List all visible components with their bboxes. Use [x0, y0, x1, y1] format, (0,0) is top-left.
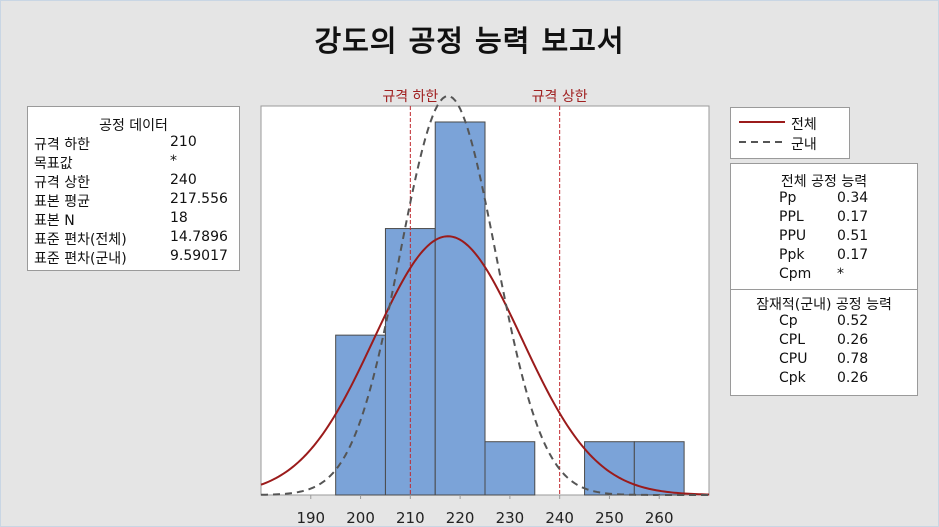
overall-capability-row: Pp 0.34 [731, 190, 917, 209]
process-data-label: 목표값 [34, 156, 73, 172]
x-tick-label: 260 [645, 509, 674, 527]
process-data-value: 210 [170, 134, 197, 150]
histogram-bar [434, 121, 486, 496]
process-data-row: 표본 평균 217.556 [28, 191, 239, 210]
process-data-row: 규격 하한 210 [28, 134, 239, 153]
overall-capability-value: * [837, 266, 844, 282]
overall-capability-label: Cpm [779, 266, 812, 282]
overall-capability-header: 전체 공정 능력 [780, 174, 868, 190]
process-data-label: 표본 평균 [34, 194, 90, 210]
overall-capability-row: Cpm * [731, 266, 917, 285]
process-data-value: * [170, 153, 177, 169]
legend: 전체 군내 [730, 107, 850, 159]
overall-capability-label: Ppk [779, 247, 805, 263]
potential-capability-value: 0.52 [837, 313, 869, 329]
spec-limit-label: 규격 하한 [382, 89, 438, 105]
x-tick-label: 220 [446, 509, 475, 527]
potential-capability-row: Cp 0.52 [731, 313, 917, 332]
potential-capability-label: Cpk [779, 370, 806, 386]
process-data-value: 18 [170, 210, 188, 226]
process-data-row: 표준 편차(전체) 14.7896 [28, 229, 239, 248]
potential-capability-value: 0.26 [837, 332, 869, 348]
process-data-value: 217.556 [170, 191, 228, 207]
legend-within-label: 군내 [791, 137, 817, 153]
process-data-row: 표준 편차(군내) 9.59017 [28, 248, 239, 267]
overall-capability-label: Pp [779, 190, 797, 206]
process-data-label: 표준 편차(전체) [34, 232, 127, 248]
overall-capability-value: 0.17 [837, 247, 869, 263]
overall-capability-row: Ppk 0.17 [731, 247, 917, 266]
legend-swatches [739, 121, 785, 143]
x-tick-label: 190 [296, 509, 325, 527]
overall-curve [260, 235, 710, 496]
histogram-bar [584, 441, 635, 496]
within-curve [260, 94, 709, 496]
potential-capability-row: CPU 0.78 [731, 351, 917, 370]
x-tick-label: 240 [545, 509, 574, 527]
process-data-value: 9.59017 [170, 248, 228, 264]
potential-capability-value: 0.78 [837, 351, 869, 367]
x-tick-label: 230 [496, 509, 525, 527]
overall-capability-label: PPU [779, 228, 807, 244]
process-data-value: 240 [170, 172, 197, 188]
process-data-value: 14.7896 [170, 229, 228, 245]
process-data-label: 규격 하한 [34, 137, 90, 153]
potential-capability-label: Cp [779, 313, 798, 329]
process-data-row: 목표값 * [28, 153, 239, 172]
x-tick-label: 210 [396, 509, 425, 527]
overall-capability-value: 0.17 [837, 209, 869, 225]
process-data-label: 표본 N [34, 213, 75, 229]
process-data-row: 표본 N 18 [28, 210, 239, 229]
potential-capability-row: Cpk 0.26 [731, 370, 917, 389]
capability-panel: 전체 공정 능력 Pp 0.34 PPL 0.17 PPU 0.51 Ppk 0.17 Cpm *… [730, 163, 918, 396]
overall-capability-value: 0.34 [837, 190, 869, 206]
report-title: 강도의 공정 능력 보고서 [314, 24, 625, 58]
potential-capability-value: 0.26 [837, 370, 869, 386]
potential-capability-label: CPL [779, 332, 806, 348]
overall-capability-value: 0.51 [837, 228, 869, 244]
legend-overall-label: 전체 [791, 117, 817, 133]
overall-capability-row: PPL 0.17 [731, 209, 917, 228]
potential-capability-header: 잠재적(군내) 공정 능력 [756, 297, 892, 313]
spec-limit-label: 규격 상한 [532, 89, 588, 105]
x-tick-label: 250 [595, 509, 624, 527]
overall-capability-row: PPU 0.51 [731, 228, 917, 247]
process-data-label: 표준 편차(군내) [34, 251, 127, 267]
histogram-bar [335, 334, 386, 496]
process-data-row: 규격 상한 240 [28, 172, 239, 191]
capability-divider [731, 289, 917, 290]
process-data-panel: 공정 데이터 규격 하한 210 목표값 * 규격 상한 240 표본 평균 217.556 표… [27, 106, 240, 271]
potential-capability-row: CPL 0.26 [731, 332, 917, 351]
x-tick-label: 200 [346, 509, 375, 527]
potential-capability-label: CPU [779, 351, 808, 367]
process-data-label: 규격 상한 [34, 175, 90, 191]
process-data-header: 공정 데이터 [99, 118, 168, 134]
histogram-bar [484, 441, 536, 496]
overall-capability-label: PPL [779, 209, 804, 225]
